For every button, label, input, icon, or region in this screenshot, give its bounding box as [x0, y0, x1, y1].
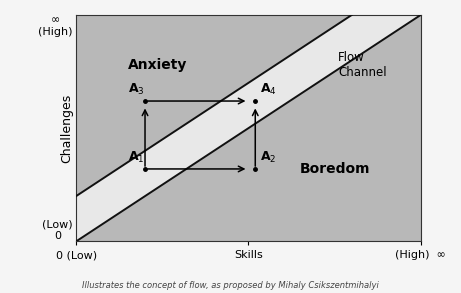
Text: Illustrates the concept of flow, as proposed by Mihaly Csikszentmihalyi: Illustrates the concept of flow, as prop… — [82, 281, 379, 290]
Text: $\mathbf{A}_1$: $\mathbf{A}_1$ — [128, 150, 144, 165]
Text: ∞
(High): ∞ (High) — [38, 15, 73, 37]
Text: $\mathbf{A}_2$: $\mathbf{A}_2$ — [260, 150, 277, 165]
Text: $\mathbf{A}_4$: $\mathbf{A}_4$ — [260, 82, 277, 97]
Y-axis label: Challenges: Challenges — [60, 93, 73, 163]
Text: Boredom: Boredom — [300, 162, 371, 176]
Text: Anxiety: Anxiety — [128, 58, 187, 72]
Text: (Low)
0: (Low) 0 — [42, 220, 73, 241]
Text: $\mathbf{A}_3$: $\mathbf{A}_3$ — [128, 82, 144, 97]
Polygon shape — [76, 15, 420, 241]
Text: Flow
Channel: Flow Channel — [338, 51, 387, 79]
